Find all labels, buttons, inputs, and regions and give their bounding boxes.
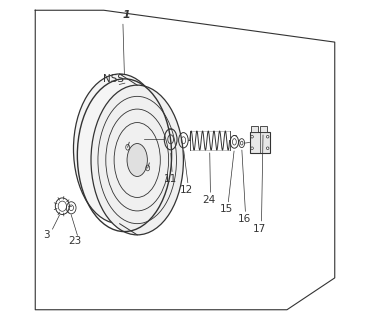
Bar bbox=[260, 126, 267, 132]
Text: 3: 3 bbox=[43, 230, 50, 240]
Text: 15: 15 bbox=[220, 204, 233, 214]
Text: 12: 12 bbox=[180, 185, 193, 195]
Text: 16: 16 bbox=[237, 214, 250, 224]
Text: 11: 11 bbox=[164, 174, 177, 184]
Text: 17: 17 bbox=[253, 223, 266, 234]
Ellipse shape bbox=[91, 85, 184, 235]
Text: NSS: NSS bbox=[103, 74, 124, 84]
Circle shape bbox=[266, 147, 269, 149]
Text: 1: 1 bbox=[122, 10, 130, 20]
Ellipse shape bbox=[127, 144, 147, 176]
Circle shape bbox=[266, 135, 269, 138]
Circle shape bbox=[251, 147, 253, 149]
Ellipse shape bbox=[74, 74, 166, 224]
Text: 24: 24 bbox=[202, 195, 215, 205]
Text: 23: 23 bbox=[68, 236, 82, 246]
Circle shape bbox=[251, 135, 253, 138]
Bar bbox=[251, 126, 258, 132]
Bar bbox=[249, 132, 270, 153]
